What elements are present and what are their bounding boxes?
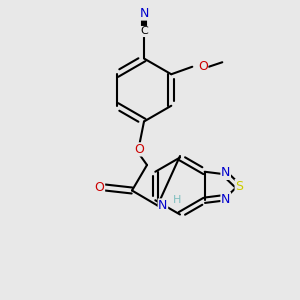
Text: N: N — [139, 7, 149, 20]
Text: S: S — [235, 179, 243, 193]
Text: H: H — [173, 195, 181, 205]
Text: N: N — [158, 199, 168, 212]
Text: O: O — [135, 143, 144, 156]
Text: O: O — [198, 60, 208, 73]
Text: N: N — [221, 167, 230, 179]
Text: N: N — [221, 193, 230, 206]
Text: C: C — [140, 26, 148, 37]
Text: O: O — [95, 181, 104, 194]
